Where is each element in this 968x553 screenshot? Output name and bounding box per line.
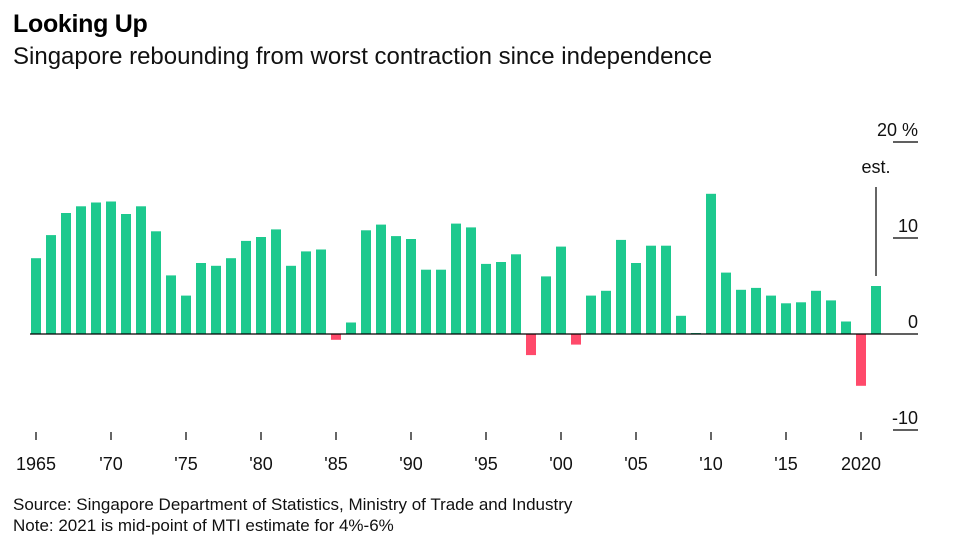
bar-2003 bbox=[601, 290, 611, 334]
x-tick-label: '70 bbox=[99, 454, 122, 474]
bar-2020 bbox=[856, 334, 866, 386]
bar-2005 bbox=[631, 263, 641, 334]
bar-1986 bbox=[346, 322, 356, 334]
chart-subtitle: Singapore rebounding from worst contract… bbox=[13, 43, 713, 70]
bar-1998 bbox=[526, 334, 536, 356]
y-axis: 20 % 10 0 -10 bbox=[877, 120, 918, 431]
bar-2010 bbox=[706, 193, 716, 334]
bar-1985 bbox=[331, 334, 341, 340]
x-tick-label: '10 bbox=[699, 454, 722, 474]
x-tick-label: '75 bbox=[174, 454, 197, 474]
bar-2011 bbox=[721, 272, 731, 334]
y-tick-label: -10 bbox=[892, 408, 918, 428]
bar-1982 bbox=[286, 265, 296, 334]
x-tick-label: '15 bbox=[774, 454, 797, 474]
bar-1995 bbox=[481, 263, 491, 334]
x-tick-label: '80 bbox=[249, 454, 272, 474]
bar-1973 bbox=[151, 231, 161, 334]
bar-1992 bbox=[436, 269, 446, 334]
x-tick-label: '05 bbox=[624, 454, 647, 474]
bar-2000 bbox=[556, 246, 566, 334]
x-tick-label: '85 bbox=[324, 454, 347, 474]
bar-1966 bbox=[46, 235, 56, 334]
bar-1996 bbox=[496, 262, 506, 334]
bar-2012 bbox=[736, 289, 746, 334]
x-tick-label: '00 bbox=[549, 454, 572, 474]
bar-1989 bbox=[391, 236, 401, 334]
x-tick-label: '90 bbox=[399, 454, 422, 474]
bar-2021 bbox=[871, 286, 881, 334]
estimate-note: Note: 2021 is mid-point of MTI estimate … bbox=[13, 516, 394, 535]
bar-1974 bbox=[166, 275, 176, 334]
bar-2001 bbox=[571, 334, 581, 345]
x-axis: 1965 '70 '75 '80 '85 '90 '95 '00 '05 '10 '15 2020 bbox=[16, 432, 881, 474]
bar-2006 bbox=[646, 245, 656, 334]
bar-1970 bbox=[106, 201, 116, 334]
bar-2013 bbox=[751, 287, 761, 334]
bar-1991 bbox=[421, 269, 431, 334]
bar-1988 bbox=[376, 224, 386, 334]
bar-1968 bbox=[76, 206, 86, 334]
y-tick-label: 10 bbox=[898, 216, 918, 236]
bar-1975 bbox=[181, 295, 191, 334]
bar-2018 bbox=[826, 300, 836, 334]
bar-2014 bbox=[766, 295, 776, 334]
bar-1978 bbox=[226, 258, 236, 334]
bar-1993 bbox=[451, 223, 461, 334]
bar-1994 bbox=[466, 227, 476, 334]
y-tick-label: 20 % bbox=[877, 120, 918, 140]
bar-2019 bbox=[841, 321, 851, 334]
bar-1999 bbox=[541, 276, 551, 334]
bar-1983 bbox=[301, 251, 311, 334]
x-tick-label: '95 bbox=[474, 454, 497, 474]
bar-2008 bbox=[676, 315, 686, 334]
bar-1977 bbox=[211, 265, 221, 334]
bar-1972 bbox=[136, 206, 146, 334]
footnotes: Source: Singapore Department of Statisti… bbox=[13, 494, 572, 536]
bar-1965 bbox=[31, 258, 41, 334]
annotation-group: est. bbox=[861, 157, 891, 276]
bar-1969 bbox=[91, 202, 101, 334]
bar-1987 bbox=[361, 230, 371, 334]
bar-2007 bbox=[661, 245, 671, 334]
bar-1976 bbox=[196, 263, 206, 334]
bars-group bbox=[30, 193, 918, 386]
y-tick-label: 0 bbox=[908, 312, 918, 332]
bar-1984 bbox=[316, 249, 326, 334]
bar-1967 bbox=[61, 213, 71, 334]
bar-1971 bbox=[121, 214, 131, 334]
source-note: Source: Singapore Department of Statisti… bbox=[13, 495, 573, 514]
bar-2004 bbox=[616, 239, 626, 334]
bar-2017 bbox=[811, 290, 821, 334]
estimate-label: est. bbox=[861, 157, 890, 177]
bar-1997 bbox=[511, 254, 521, 334]
bar-1990 bbox=[406, 239, 416, 334]
x-tick-label: 1965 bbox=[16, 454, 56, 474]
bar-1979 bbox=[241, 240, 251, 334]
bar-2002 bbox=[586, 295, 596, 334]
bar-2016 bbox=[796, 302, 806, 334]
bar-2015 bbox=[781, 303, 791, 334]
x-tick-label: 2020 bbox=[841, 454, 881, 474]
bar-1981 bbox=[271, 229, 281, 334]
chart-title: Looking Up bbox=[13, 10, 148, 38]
bar-1980 bbox=[256, 237, 266, 334]
